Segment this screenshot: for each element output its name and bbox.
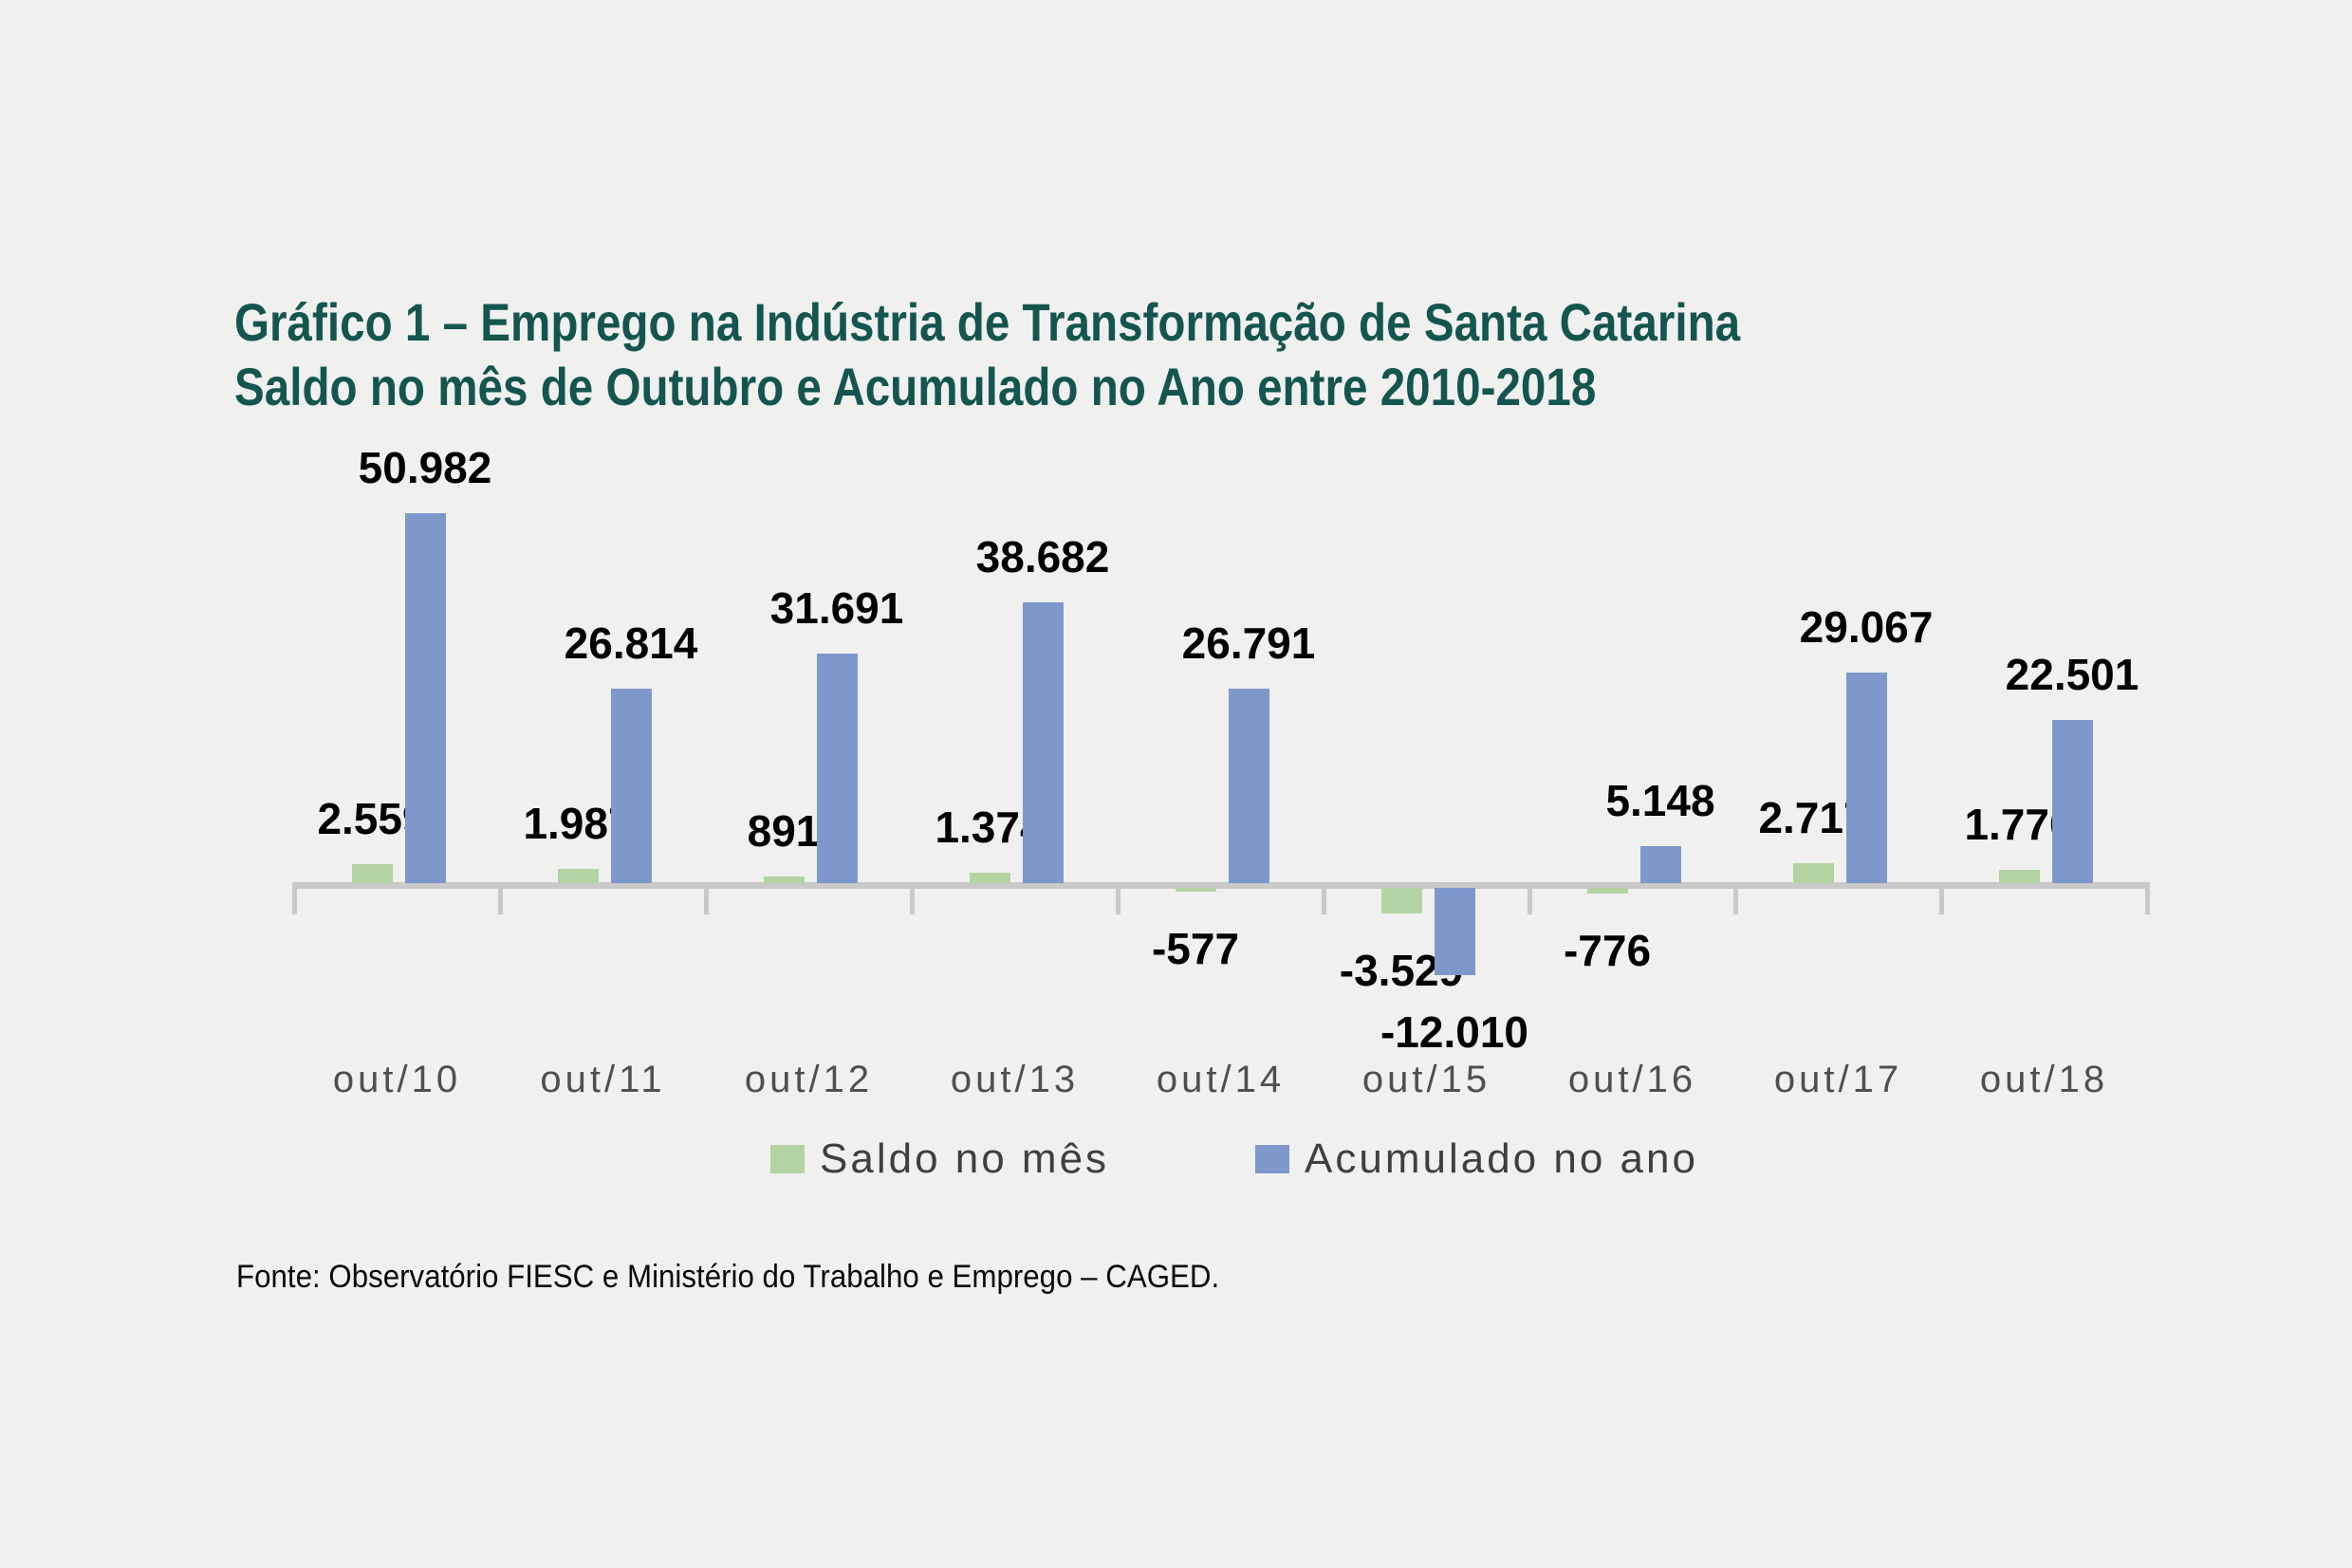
value-label-acumulado-out/18: 22.501 [2005,650,2139,699]
value-label-saldo-out/14: -577 [1151,924,1240,973]
value-label-acumulado-out/16: 5.148 [1605,776,1715,825]
x-axis-tick [1322,882,1326,914]
bar-saldo-out/12 [763,876,805,883]
bar-acumulado-out/10 [404,513,446,883]
legend-label-saldo: Saldo no mês [820,1135,1110,1182]
value-label-acumulado-out/14: 26.791 [1181,618,1316,668]
x-axis-label-out/18: out/18 [1979,1059,2109,1100]
source-note: Fonte: Observatório FIESC e Ministério d… [236,1259,1220,1295]
value-label-saldo-out/16: -776 [1563,926,1652,975]
value-label-acumulado-out/17: 29.067 [1799,602,1934,652]
x-axis-label-out/13: out/13 [950,1059,1080,1100]
x-axis-tick [1939,882,1944,914]
bar-saldo-out/17 [1792,863,1834,883]
x-axis-tick [1528,882,1532,914]
x-axis-label-out/17: out/17 [1773,1059,1903,1100]
bar-saldo-out/10 [351,864,393,883]
legend-swatch-saldo [770,1145,805,1173]
x-axis-label-out/16: out/16 [1567,1059,1697,1100]
x-axis-tick [704,882,709,914]
bar-saldo-out/14 [1175,888,1216,892]
bar-acumulado-out/13 [1022,602,1064,883]
x-axis-label-out/12: out/12 [744,1059,874,1100]
value-label-acumulado-out/10: 50.982 [358,443,492,492]
bar-acumulado-out/12 [816,654,858,883]
x-axis-label-out/10: out/10 [332,1059,462,1100]
bar-saldo-out/15 [1380,888,1422,913]
x-axis-tick [1733,882,1738,914]
x-axis-tick [910,882,915,914]
chart-title-line-2: Saldo no mês de Outubro e Acumulado no A… [234,357,1597,416]
x-axis-tick [498,882,503,914]
x-axis-tick [1116,882,1120,914]
chart-title-line-1: Gráfico 1 – Emprego na Indústria de Tran… [234,292,1741,352]
x-axis-line [294,882,2147,889]
bar-acumulado-out/18 [2051,720,2093,883]
x-axis-tick [2145,882,2150,914]
value-label-acumulado-out/13: 38.682 [975,532,1110,581]
bar-acumulado-out/16 [1639,846,1681,883]
legend-entry-saldo: Saldo no mês [770,1135,1110,1182]
bar-acumulado-out/17 [1845,673,1887,883]
bar-acumulado-out/11 [610,689,652,883]
bar-saldo-out/16 [1586,888,1628,894]
value-label-acumulado-out/12: 31.691 [769,583,904,633]
legend-swatch-acumulado [1255,1145,1289,1173]
x-axis-label-out/14: out/14 [1156,1059,1286,1100]
bar-saldo-out/11 [557,869,599,883]
bar-saldo-out/18 [1998,870,2040,883]
bar-saldo-out/13 [969,873,1010,883]
value-label-acumulado-out/11: 26.814 [564,618,698,668]
value-label-saldo-out/12: 891 [747,806,821,856]
legend-label-acumulado: Acumulado no ano [1305,1135,1698,1182]
value-label-acumulado-out/15: -12.010 [1380,1007,1529,1057]
bar-acumulado-out/15 [1434,888,1475,975]
legend-entry-acumulado: Acumulado no ano [1255,1135,1698,1182]
chart-title: Gráfico 1 – Emprego na Indústria de Tran… [234,290,1740,419]
x-axis-label-out/11: out/11 [540,1059,666,1100]
bar-acumulado-out/14 [1228,689,1269,883]
x-axis-tick [292,882,297,914]
x-axis-label-out/15: out/15 [1361,1059,1491,1100]
